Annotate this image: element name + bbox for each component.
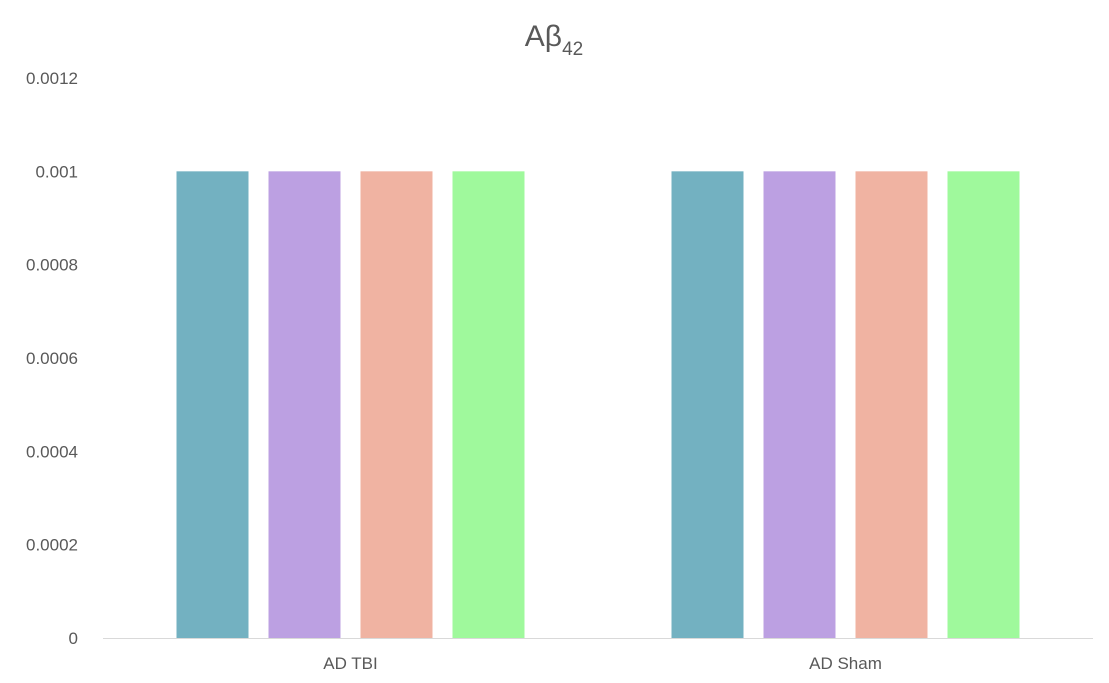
y-tick-label: 0.0002	[26, 536, 78, 555]
y-tick-label: 0.0006	[26, 349, 78, 368]
y-tick-label: 0.0008	[26, 256, 78, 275]
bar	[855, 171, 928, 639]
bar	[268, 171, 341, 639]
bar	[947, 171, 1020, 639]
bars	[176, 171, 1020, 639]
y-tick-label: 0	[69, 629, 78, 648]
x-category-label: AD TBI	[323, 654, 377, 673]
chart-title-subscript: 42	[562, 39, 583, 60]
x-axis-categories: AD TBI AD Sham	[323, 654, 882, 673]
y-tick-label: 0.0004	[26, 442, 78, 461]
y-tick-label: 0.001	[35, 162, 78, 181]
x-category-label: AD Sham	[809, 654, 882, 673]
chart-title-main: Aβ	[525, 20, 562, 53]
bar	[671, 171, 744, 639]
bar	[176, 171, 249, 639]
bar	[452, 171, 525, 639]
bar	[763, 171, 836, 639]
bar	[360, 171, 433, 639]
y-tick-label: 0.0012	[26, 69, 78, 88]
chart-title: Aβ42	[525, 20, 583, 60]
y-axis-ticks: 0 0.0002 0.0004 0.0006 0.0008 0.001 0.0012	[26, 69, 78, 648]
